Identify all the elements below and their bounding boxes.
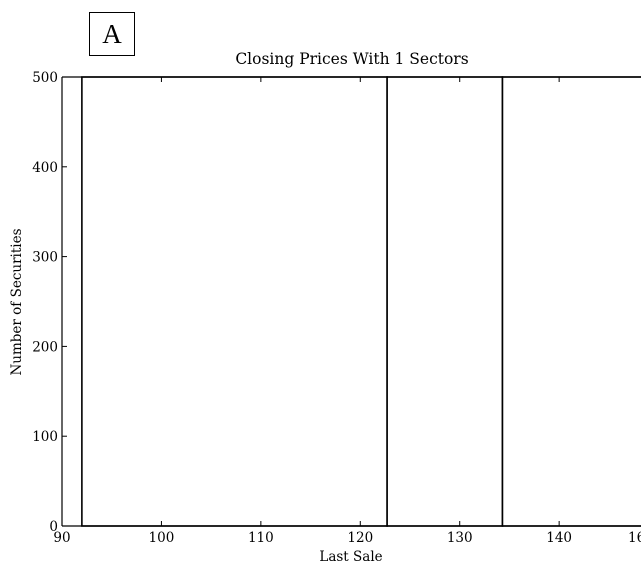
- x-tick-label: 100: [149, 530, 175, 546]
- y-tick-label: 100: [32, 429, 58, 445]
- y-axis-label: Number of Securities: [9, 228, 25, 375]
- x-tick-label: 140: [546, 530, 572, 546]
- y-tick-label: 0: [49, 519, 58, 535]
- x-tick-label: 130: [447, 530, 473, 546]
- y-tick-label: 500: [32, 70, 58, 86]
- histogram-bar-3: [501, 76, 641, 527]
- bars-layer: [81, 76, 641, 527]
- histogram-bar-1: [81, 76, 388, 527]
- x-tick-label: 16: [628, 530, 641, 546]
- x-axis-label: Last Sale: [319, 549, 382, 565]
- chart-title: Closing Prices With 1 Sectors: [235, 50, 468, 68]
- panel-label: A: [89, 12, 135, 56]
- y-tick-label: 300: [32, 250, 58, 266]
- y-tick-label: 200: [32, 339, 58, 355]
- y-tick-label: 400: [32, 160, 58, 176]
- x-tick-label: 110: [248, 530, 274, 546]
- x-tick-label: 90: [53, 530, 70, 546]
- x-ticks: 9010011012013014015016: [53, 77, 641, 546]
- y-ticks: 0 100 200 300 400 500: [32, 70, 67, 535]
- histogram-bar-2: [386, 76, 504, 527]
- axes-layer: [61, 76, 641, 527]
- x-tick-label: 120: [347, 530, 373, 546]
